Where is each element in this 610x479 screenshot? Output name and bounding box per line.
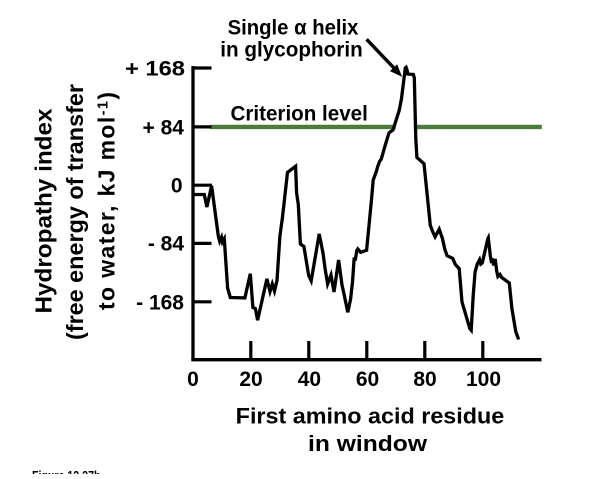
svg-text:to water, kJ mol-1): to water, kJ mol-1) bbox=[94, 92, 120, 310]
svg-text:in glycophorin: in glycophorin bbox=[220, 38, 362, 61]
svg-text:100: 100 bbox=[466, 368, 501, 391]
svg-text:(free energy of transfer: (free energy of transfer bbox=[62, 84, 88, 340]
svg-text:60: 60 bbox=[356, 368, 379, 391]
svg-text:- 168: - 168 bbox=[136, 292, 184, 315]
svg-text:First amino acid residue: First amino acid residue bbox=[236, 404, 505, 429]
svg-text:Hydropathy index: Hydropathy index bbox=[31, 108, 57, 313]
svg-text:Single α helix: Single α helix bbox=[228, 16, 359, 39]
svg-text:+ 84: + 84 bbox=[143, 117, 185, 140]
svg-text:40: 40 bbox=[298, 368, 321, 391]
svg-text:Figure 12.27b: Figure 12.27b bbox=[32, 469, 100, 474]
svg-text:in window: in window bbox=[308, 431, 428, 456]
svg-text:Criterion level: Criterion level bbox=[231, 102, 368, 125]
svg-text:0: 0 bbox=[171, 175, 183, 198]
svg-text:20: 20 bbox=[239, 368, 262, 391]
svg-text:+ 168: + 168 bbox=[125, 58, 185, 81]
svg-text:- 84: - 84 bbox=[148, 233, 185, 256]
svg-text:0: 0 bbox=[187, 368, 199, 391]
svg-text:80: 80 bbox=[413, 368, 436, 391]
